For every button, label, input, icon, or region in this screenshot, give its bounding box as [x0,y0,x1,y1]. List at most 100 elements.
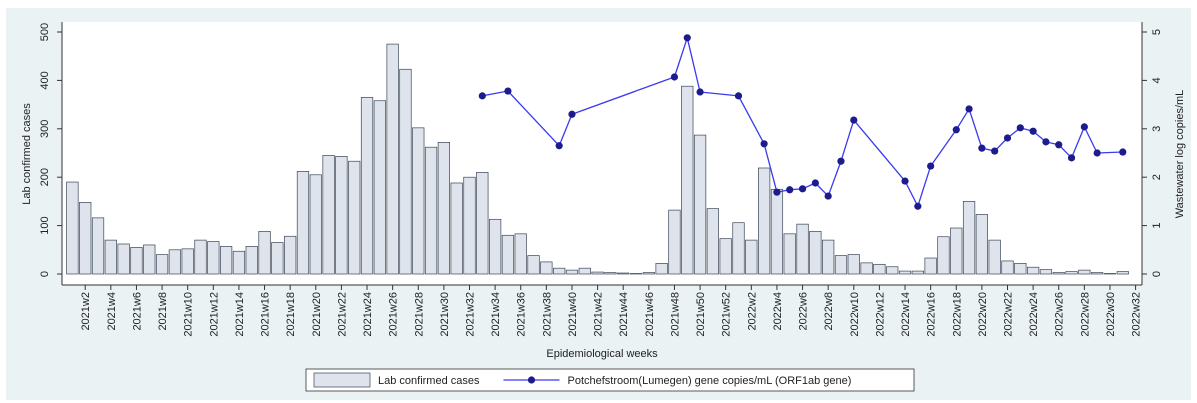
x-tick-label: 2021w22 [336,292,348,337]
x-tick-label: 2021w42 [593,292,605,337]
line-marker [952,126,960,134]
bar [783,233,796,275]
line-marker [1016,124,1024,132]
line-segment [904,180,919,207]
line-marker [991,147,999,155]
line-marker [760,140,768,148]
bar [360,96,374,275]
bar [373,100,386,275]
bar [1039,269,1053,275]
bar [604,272,617,275]
bar [501,234,515,275]
y-tick-label: 0 [39,271,51,277]
x-tick-label: 2021w30 [439,292,451,337]
line-segment [482,90,509,97]
y-tick-label: 400 [39,71,51,89]
bar [655,263,668,275]
x-tick-label: 2021w34 [490,292,502,337]
y2-tick-label: 0 [1151,271,1163,277]
legend-label: Potchefstroom(Lumegen) gene copies/mL (O… [568,375,852,387]
line-marker [1029,127,1037,135]
bar [962,201,976,275]
x-tick-label: 2021w20 [311,292,323,337]
bar [79,202,92,275]
legend-label: Lab confirmed cases [378,375,480,387]
bar [668,209,681,275]
bar [322,155,335,275]
x-tick-label: 2021w2 [80,292,92,331]
x-tick-label: 2021w26 [388,292,400,337]
x-tick-label: 2022w2 [746,292,758,331]
bar [450,182,463,275]
bar [1001,260,1014,275]
line-segment [853,119,906,182]
x-tick-label: 2022w32 [1131,292,1143,337]
x-tick-label: 2022w10 [849,292,861,337]
bar [271,242,284,275]
line-marker [1093,149,1101,157]
x-tick-label: 2021w14 [234,292,246,337]
line-segment [507,90,560,147]
bar [194,239,207,275]
x-axis-title: Epidemiological weeks [546,348,658,360]
line-marker [670,73,679,81]
bar [335,156,348,275]
bar [143,244,156,275]
x-tick-label: 2022w8 [823,292,835,331]
bar [693,134,707,275]
x-tick-label: 2021w44 [618,292,630,337]
line-marker [978,144,986,152]
bar [642,272,655,275]
x-tick-label: 2022w12 [874,292,886,337]
line-marker [1067,154,1076,162]
bar [796,223,809,275]
bar [1078,269,1091,275]
bar [822,239,835,275]
bar [732,222,745,275]
bar [873,263,886,275]
bar [809,231,822,275]
bar [553,267,566,275]
bar [565,269,579,275]
line-marker [837,157,845,165]
line-marker [824,192,832,200]
y2-tick-label: 1 [1151,223,1163,229]
bar [181,248,194,275]
line-segment [1083,126,1098,154]
y2-tick-label: 3 [1151,126,1163,132]
line-segment [763,143,778,193]
x-tick-label: 2021w38 [541,292,553,337]
x-tick-label: 2021w6 [131,292,143,331]
x-tick-label: 2022w24 [1028,292,1040,337]
line-marker [786,186,794,194]
line-segment [827,161,842,197]
bar [540,261,553,275]
bar [66,181,79,275]
bar [207,241,220,275]
x-tick-label: 2022w6 [798,292,810,331]
line-marker [1042,138,1050,146]
line-marker [798,185,807,193]
bar [950,227,963,275]
legend-swatch [313,372,371,388]
bar [296,171,310,275]
line-marker [901,177,909,185]
x-tick-label: 2022w26 [1054,292,1066,337]
bar [168,249,181,275]
line-marker [965,105,973,113]
bar [1116,271,1129,275]
bar [309,174,322,275]
line-marker [773,188,781,196]
line-marker [850,116,858,124]
bar [220,246,233,275]
line-marker [734,92,743,100]
bar [437,142,450,275]
x-tick-label: 2021w50 [695,292,707,337]
bar [706,208,719,275]
bar [745,239,758,275]
bar [104,239,117,275]
bar [681,85,694,275]
line-segment [930,129,957,167]
bar [91,217,105,275]
